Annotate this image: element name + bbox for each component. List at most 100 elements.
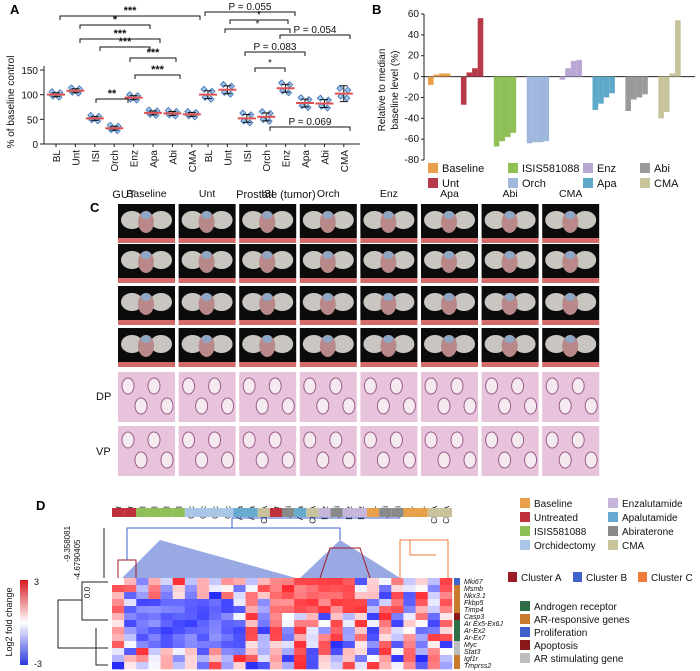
heatmap-cell (245, 620, 259, 628)
gland (511, 431, 525, 449)
heatmap-cell (415, 641, 429, 649)
heatmap-cell (209, 620, 222, 628)
tissue-bladder (262, 251, 273, 259)
gland (463, 397, 477, 415)
heatmap-cell (136, 599, 149, 607)
heatmap-cell (124, 655, 137, 663)
heatmap-cell (269, 585, 283, 593)
x-tick-label: Enz (282, 150, 293, 167)
significance-bracket (79, 38, 161, 43)
heatmap-cell (209, 634, 222, 642)
heatmap-cell (148, 634, 161, 642)
bar (499, 76, 505, 142)
bar (537, 76, 544, 143)
heatmap-cell (391, 613, 404, 621)
bar (505, 76, 511, 138)
heatmap-cell (379, 662, 392, 670)
gland (160, 397, 174, 415)
heatmap-cell (318, 599, 331, 607)
treatment-bar (221, 508, 234, 517)
gland (424, 377, 438, 395)
heatmap-cell (342, 592, 356, 600)
heatmap-cell (148, 585, 161, 593)
gland (281, 397, 295, 415)
scale-ruler (178, 238, 236, 243)
scale-ruler (481, 320, 539, 325)
gene-category-bar (454, 655, 460, 662)
heatmap-cell (257, 599, 271, 607)
heatmap-cell (148, 655, 161, 663)
heatmap-cell (282, 613, 295, 621)
column-label: Enz (380, 188, 398, 200)
heatmap-cell (294, 613, 307, 621)
legend-swatch (640, 178, 650, 188)
cluster-label: Cluster C (651, 573, 693, 584)
heatmap-cell (136, 641, 149, 649)
heatmap-cell (415, 585, 429, 593)
heatmap-cell (148, 606, 161, 614)
tissue-bladder (565, 293, 576, 301)
heatmap-cell (294, 578, 307, 586)
heatmap-cell (197, 620, 210, 628)
dendro-tick: -4.6790405 (73, 539, 82, 580)
column-label: Baseline (126, 188, 166, 200)
tissue-bladder (383, 293, 394, 301)
panel-label-c: C (90, 200, 100, 215)
cluster-label: Cluster B (586, 573, 627, 584)
x-tick-label: ISI (243, 150, 254, 162)
tissue-lobe (363, 251, 386, 269)
tissue-lobe (150, 251, 172, 269)
heatmap-cell (112, 634, 125, 642)
tissue-bladder (141, 335, 151, 343)
heatmap-cell (391, 606, 404, 614)
heatmap-cell (221, 578, 234, 586)
heatmap-cell (124, 620, 137, 628)
annotation-p-value: * (256, 19, 260, 30)
tissue-bladder (504, 251, 515, 259)
gene-category-bar (454, 641, 460, 648)
tissue-bladder (201, 211, 212, 219)
heatmap-cell (221, 592, 234, 600)
significance-bracket (254, 67, 286, 72)
heatmap-cell (367, 655, 380, 663)
tissue-lobe (181, 293, 204, 311)
heatmap-cell (197, 662, 210, 670)
gland (316, 397, 330, 415)
heatmap-cell (124, 641, 137, 649)
heatmap-cell (124, 592, 137, 600)
tissue-bladder (444, 293, 454, 301)
tissue-lobe (363, 293, 386, 311)
gland (558, 451, 572, 469)
heatmap-cell (403, 662, 416, 670)
treatment-bar (160, 508, 173, 517)
heatmap-cell (245, 641, 259, 649)
legend-label: Orch (522, 178, 546, 190)
heatmap-cell (282, 592, 295, 600)
heatmap-cell (415, 648, 429, 656)
gland (242, 377, 256, 395)
legend-label: Apalutamide (622, 513, 678, 524)
scale-ruler (178, 320, 236, 325)
tissue-lobe (574, 335, 597, 353)
legend-label: Enz (597, 163, 616, 175)
heatmap-cell (391, 634, 404, 642)
annotation-p-value: *** (151, 64, 165, 76)
heatmap-cell (439, 599, 453, 607)
scale-ruler (360, 320, 418, 325)
panel-b-chart: 60 40 20 0 -20 -40 -60 -80 Relative to median bas… (377, 9, 695, 190)
significance-bracket (95, 98, 129, 103)
gland (450, 431, 464, 449)
x-tick-label: CMA (340, 150, 351, 173)
heatmap-cell (245, 627, 259, 635)
heatmap-cell (124, 585, 137, 593)
x-tick-label: ISI (91, 150, 102, 162)
heatmap-cell (294, 627, 307, 635)
heatmap-cell (160, 641, 174, 649)
heatmap-cell (318, 585, 331, 593)
heatmap-cell (136, 585, 149, 593)
heatmap-cell (306, 585, 319, 593)
gland (268, 377, 282, 395)
tissue-bladder (322, 251, 333, 259)
y-tick-label: -60 (405, 134, 420, 145)
y-tick-label: 60 (408, 9, 420, 20)
